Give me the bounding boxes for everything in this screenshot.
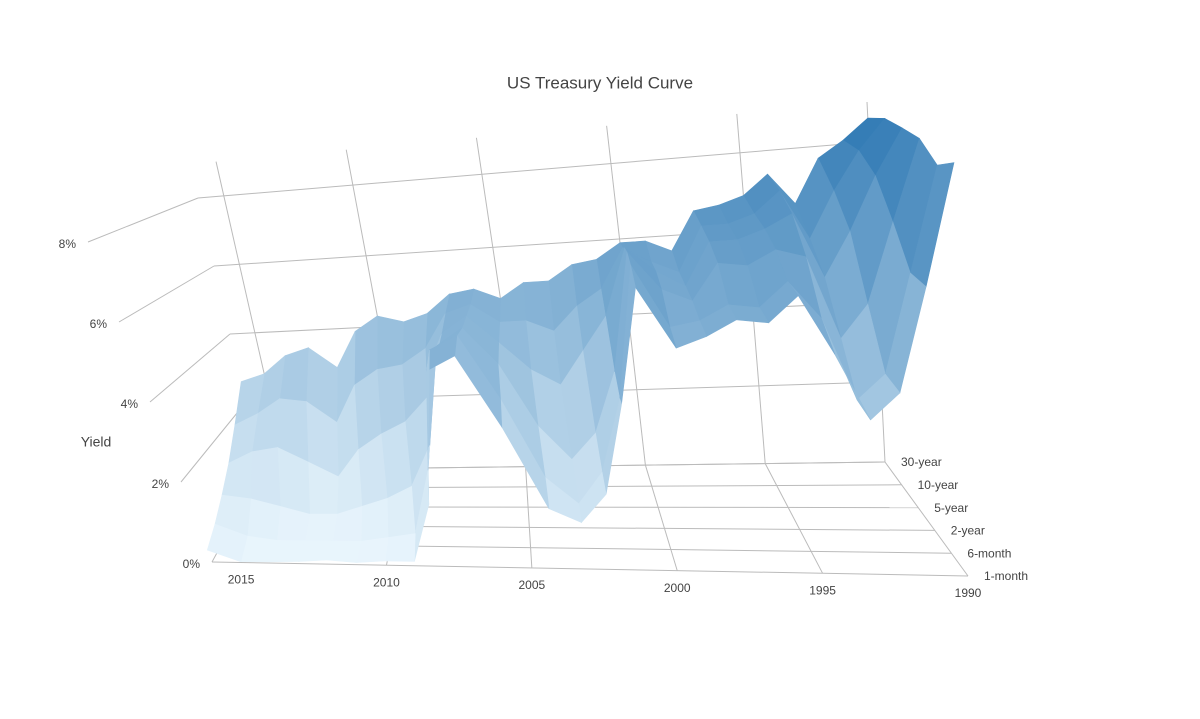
- z-grid-line: [149, 333, 231, 403]
- y-grid-line: [211, 561, 969, 577]
- z-grid-line: [197, 141, 870, 199]
- x-grid-line: [525, 466, 533, 568]
- x-grid-line: [644, 464, 678, 571]
- x-tick-label: 2000: [664, 581, 691, 595]
- y-tick-label: 30-year: [901, 455, 942, 469]
- z-tick-label: 8%: [59, 237, 77, 251]
- surface-patch: [246, 498, 281, 541]
- y-tick-label: 5-year: [934, 501, 968, 515]
- surface-patch: [279, 347, 309, 402]
- x-tick-label: 2015: [228, 573, 255, 587]
- z-grid-line: [118, 265, 215, 323]
- y-tick-label: 6-month: [967, 546, 1011, 560]
- x-grid-line: [884, 461, 969, 577]
- z-tick-label: 4%: [121, 397, 139, 411]
- z-grid-line: [180, 401, 247, 483]
- z-tick-label: 2%: [152, 477, 170, 491]
- z-axis-title: Yield: [81, 434, 112, 450]
- surface-patch: [250, 447, 281, 507]
- x-grid-line: [764, 463, 824, 574]
- surface-patch: [206, 523, 248, 563]
- y-tick-label: 1-month: [984, 569, 1028, 583]
- surface-patch: [384, 533, 416, 562]
- surface-patch: [304, 513, 338, 542]
- y-tick-label: 2-year: [951, 524, 985, 538]
- x-tick-label: 1990: [955, 586, 982, 600]
- z-grid-line: [87, 197, 199, 243]
- y-tick-label: 10-year: [918, 478, 959, 492]
- surface-patch: [221, 451, 253, 500]
- z-tick-label: 0%: [183, 557, 201, 571]
- x-tick-label: 2010: [373, 575, 400, 589]
- x-tick-label: 2005: [518, 578, 545, 592]
- x-tick-label: 1995: [809, 583, 836, 597]
- surface-patch: [376, 315, 404, 370]
- surface-patch: [499, 281, 527, 323]
- z-tick-label: 6%: [90, 317, 108, 331]
- chart-title: US Treasury Yield Curve: [507, 73, 693, 92]
